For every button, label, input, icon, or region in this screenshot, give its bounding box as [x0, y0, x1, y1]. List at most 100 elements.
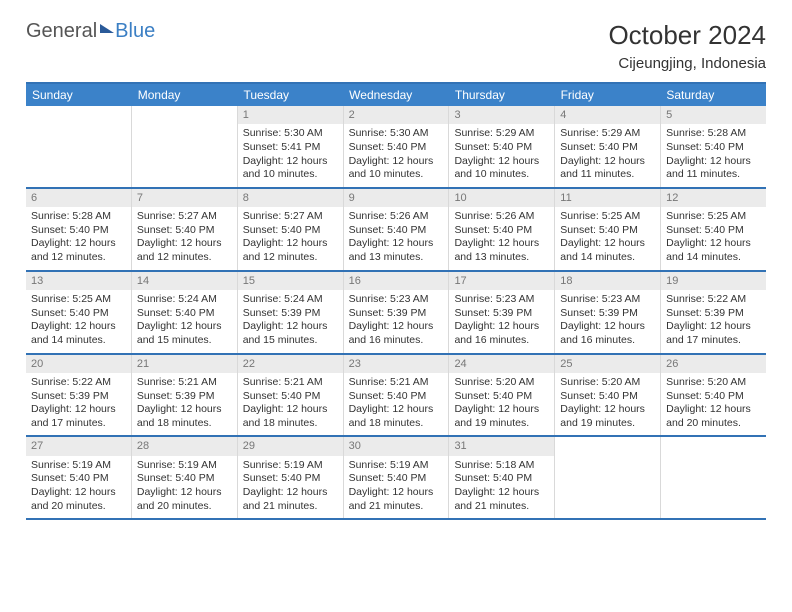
- day-number: 21: [132, 355, 237, 373]
- day-content: Sunrise: 5:25 AMSunset: 5:40 PMDaylight:…: [26, 290, 131, 353]
- day-content: Sunrise: 5:22 AMSunset: 5:39 PMDaylight:…: [661, 290, 766, 353]
- day-cell: 29Sunrise: 5:19 AMSunset: 5:40 PMDayligh…: [238, 437, 344, 518]
- day-cell: 2Sunrise: 5:30 AMSunset: 5:40 PMDaylight…: [344, 106, 450, 187]
- day-number: 20: [26, 355, 131, 373]
- week-row: 20Sunrise: 5:22 AMSunset: 5:39 PMDayligh…: [26, 355, 766, 438]
- day-number: 28: [132, 437, 237, 455]
- day-cell: 21Sunrise: 5:21 AMSunset: 5:39 PMDayligh…: [132, 355, 238, 436]
- week-row: 13Sunrise: 5:25 AMSunset: 5:40 PMDayligh…: [26, 272, 766, 355]
- day-cell: 24Sunrise: 5:20 AMSunset: 5:40 PMDayligh…: [449, 355, 555, 436]
- day-cell: 3Sunrise: 5:29 AMSunset: 5:40 PMDaylight…: [449, 106, 555, 187]
- day-number: 10: [449, 189, 554, 207]
- day-content: Sunrise: 5:23 AMSunset: 5:39 PMDaylight:…: [555, 290, 660, 353]
- day-content: Sunrise: 5:19 AMSunset: 5:40 PMDaylight:…: [132, 456, 237, 519]
- day-number: 31: [449, 437, 554, 455]
- day-content: Sunrise: 5:28 AMSunset: 5:40 PMDaylight:…: [661, 124, 766, 187]
- day-number: 26: [661, 355, 766, 373]
- day-cell: 6Sunrise: 5:28 AMSunset: 5:40 PMDaylight…: [26, 189, 132, 270]
- weekday-header: Monday: [132, 84, 238, 106]
- day-number: 8: [238, 189, 343, 207]
- day-cell: 11Sunrise: 5:25 AMSunset: 5:40 PMDayligh…: [555, 189, 661, 270]
- logo-triangle-icon: [100, 24, 114, 33]
- calendar: SundayMondayTuesdayWednesdayThursdayFrid…: [26, 82, 766, 520]
- day-cell: 1Sunrise: 5:30 AMSunset: 5:41 PMDaylight…: [238, 106, 344, 187]
- day-number: 6: [26, 189, 131, 207]
- day-number: 27: [26, 437, 131, 455]
- day-number: 1: [238, 106, 343, 124]
- day-cell: 22Sunrise: 5:21 AMSunset: 5:40 PMDayligh…: [238, 355, 344, 436]
- day-cell: 31Sunrise: 5:18 AMSunset: 5:40 PMDayligh…: [449, 437, 555, 518]
- day-number: 13: [26, 272, 131, 290]
- day-content: Sunrise: 5:25 AMSunset: 5:40 PMDaylight:…: [555, 207, 660, 270]
- day-content: Sunrise: 5:20 AMSunset: 5:40 PMDaylight:…: [555, 373, 660, 436]
- day-cell: 20Sunrise: 5:22 AMSunset: 5:39 PMDayligh…: [26, 355, 132, 436]
- weekday-header: Saturday: [660, 84, 766, 106]
- weekday-header: Wednesday: [343, 84, 449, 106]
- day-content: Sunrise: 5:30 AMSunset: 5:40 PMDaylight:…: [344, 124, 449, 187]
- day-number: 24: [449, 355, 554, 373]
- day-number: 30: [344, 437, 449, 455]
- day-cell: 9Sunrise: 5:26 AMSunset: 5:40 PMDaylight…: [344, 189, 450, 270]
- day-cell: 15Sunrise: 5:24 AMSunset: 5:39 PMDayligh…: [238, 272, 344, 353]
- day-cell: 23Sunrise: 5:21 AMSunset: 5:40 PMDayligh…: [344, 355, 450, 436]
- day-cell: 17Sunrise: 5:23 AMSunset: 5:39 PMDayligh…: [449, 272, 555, 353]
- day-content: Sunrise: 5:24 AMSunset: 5:39 PMDaylight:…: [238, 290, 343, 353]
- day-content: Sunrise: 5:26 AMSunset: 5:40 PMDaylight:…: [344, 207, 449, 270]
- day-content: Sunrise: 5:29 AMSunset: 5:40 PMDaylight:…: [555, 124, 660, 187]
- day-cell: [132, 106, 238, 187]
- day-number: 25: [555, 355, 660, 373]
- day-number: 19: [661, 272, 766, 290]
- week-row: 27Sunrise: 5:19 AMSunset: 5:40 PMDayligh…: [26, 437, 766, 520]
- day-content: Sunrise: 5:26 AMSunset: 5:40 PMDaylight:…: [449, 207, 554, 270]
- day-cell: 30Sunrise: 5:19 AMSunset: 5:40 PMDayligh…: [344, 437, 450, 518]
- header: General Blue October 2024 Cijeungjing, I…: [26, 20, 766, 72]
- day-number: 4: [555, 106, 660, 124]
- weekday-header: Tuesday: [237, 84, 343, 106]
- day-content: Sunrise: 5:22 AMSunset: 5:39 PMDaylight:…: [26, 373, 131, 436]
- page-title: October 2024: [608, 20, 766, 51]
- day-cell: 26Sunrise: 5:20 AMSunset: 5:40 PMDayligh…: [661, 355, 766, 436]
- day-number: 18: [555, 272, 660, 290]
- day-cell: [661, 437, 766, 518]
- day-content: Sunrise: 5:18 AMSunset: 5:40 PMDaylight:…: [449, 456, 554, 519]
- weekday-header: Friday: [555, 84, 661, 106]
- day-cell: 19Sunrise: 5:22 AMSunset: 5:39 PMDayligh…: [661, 272, 766, 353]
- day-number: 15: [238, 272, 343, 290]
- day-content: Sunrise: 5:27 AMSunset: 5:40 PMDaylight:…: [132, 207, 237, 270]
- day-cell: 14Sunrise: 5:24 AMSunset: 5:40 PMDayligh…: [132, 272, 238, 353]
- day-cell: 10Sunrise: 5:26 AMSunset: 5:40 PMDayligh…: [449, 189, 555, 270]
- day-content: Sunrise: 5:20 AMSunset: 5:40 PMDaylight:…: [449, 373, 554, 436]
- day-content: Sunrise: 5:21 AMSunset: 5:40 PMDaylight:…: [238, 373, 343, 436]
- day-content: Sunrise: 5:21 AMSunset: 5:40 PMDaylight:…: [344, 373, 449, 436]
- day-number: 3: [449, 106, 554, 124]
- logo-word-1: General: [26, 20, 97, 43]
- day-content: Sunrise: 5:23 AMSunset: 5:39 PMDaylight:…: [344, 290, 449, 353]
- day-cell: 4Sunrise: 5:29 AMSunset: 5:40 PMDaylight…: [555, 106, 661, 187]
- day-content: Sunrise: 5:21 AMSunset: 5:39 PMDaylight:…: [132, 373, 237, 436]
- day-number: 29: [238, 437, 343, 455]
- day-content: Sunrise: 5:20 AMSunset: 5:40 PMDaylight:…: [661, 373, 766, 436]
- day-cell: 8Sunrise: 5:27 AMSunset: 5:40 PMDaylight…: [238, 189, 344, 270]
- day-number: 9: [344, 189, 449, 207]
- weekday-header-row: SundayMondayTuesdayWednesdayThursdayFrid…: [26, 84, 766, 106]
- day-cell: 16Sunrise: 5:23 AMSunset: 5:39 PMDayligh…: [344, 272, 450, 353]
- day-number: 7: [132, 189, 237, 207]
- day-number: 11: [555, 189, 660, 207]
- day-cell: [555, 437, 661, 518]
- day-cell: 13Sunrise: 5:25 AMSunset: 5:40 PMDayligh…: [26, 272, 132, 353]
- day-number: 23: [344, 355, 449, 373]
- weekday-header: Sunday: [26, 84, 132, 106]
- day-content: Sunrise: 5:19 AMSunset: 5:40 PMDaylight:…: [238, 456, 343, 519]
- day-content: Sunrise: 5:29 AMSunset: 5:40 PMDaylight:…: [449, 124, 554, 187]
- day-content: Sunrise: 5:27 AMSunset: 5:40 PMDaylight:…: [238, 207, 343, 270]
- day-number: 22: [238, 355, 343, 373]
- day-cell: 5Sunrise: 5:28 AMSunset: 5:40 PMDaylight…: [661, 106, 766, 187]
- day-cell: 7Sunrise: 5:27 AMSunset: 5:40 PMDaylight…: [132, 189, 238, 270]
- day-cell: 18Sunrise: 5:23 AMSunset: 5:39 PMDayligh…: [555, 272, 661, 353]
- weekday-header: Thursday: [449, 84, 555, 106]
- day-content: Sunrise: 5:28 AMSunset: 5:40 PMDaylight:…: [26, 207, 131, 270]
- location-label: Cijeungjing, Indonesia: [608, 55, 766, 72]
- day-cell: 27Sunrise: 5:19 AMSunset: 5:40 PMDayligh…: [26, 437, 132, 518]
- week-row: 1Sunrise: 5:30 AMSunset: 5:41 PMDaylight…: [26, 106, 766, 189]
- day-content: Sunrise: 5:19 AMSunset: 5:40 PMDaylight:…: [26, 456, 131, 519]
